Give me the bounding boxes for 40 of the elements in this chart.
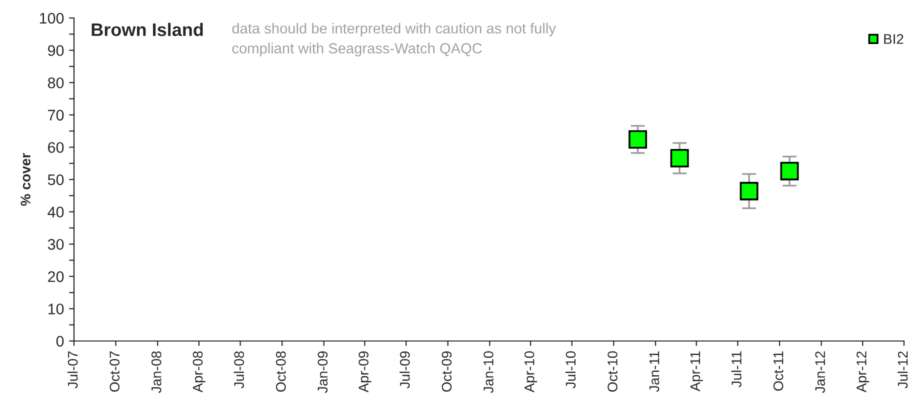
x-tick-label: Jan-10 [484, 351, 494, 393]
y-tick-label: 20 [48, 271, 64, 282]
annotation: data should be interpreted with caution as not fully compliant with Seagrass-Watch QAQC [232, 22, 556, 56]
y-tick-label: 60 [48, 142, 64, 153]
x-tick-label: Jan-09 [318, 351, 328, 393]
chart-title: Brown Island [92, 22, 203, 36]
x-tick-label: Apr-10 [524, 351, 538, 392]
x-tick-label: Oct-09 [442, 351, 452, 392]
point [780, 162, 799, 180]
point [670, 148, 689, 168]
x-tick-label: Oct-10 [608, 351, 618, 392]
x-tick-label: Jul-09 [400, 351, 410, 388]
y-tick-label: 100 [40, 12, 64, 24]
x-tick-label: Jul-11 [731, 351, 742, 388]
y-tick-label: 0 [56, 336, 64, 347]
x-tick-label: Jul-07 [68, 351, 78, 388]
y-tick-label: 80 [48, 77, 64, 88]
y-tick-label: 50 [48, 174, 64, 186]
y-tick-label: 40 [48, 206, 64, 218]
y-tick-label: 10 [48, 304, 64, 314]
y-tick-label: 90 [48, 45, 64, 56]
point [740, 182, 758, 200]
x-tick-label: Jan-08 [151, 351, 162, 393]
x-tick-label: Apr-11 [690, 351, 703, 392]
x-tick-label: Jul-10 [565, 351, 576, 388]
x-tick-label: Oct-08 [276, 351, 286, 392]
point [628, 130, 648, 149]
x-tick-label: Jul-12 [898, 351, 908, 388]
x-tick-label: Jan-12 [815, 351, 826, 393]
y-tick-label: 30 [48, 238, 64, 250]
x-tick-label: Oct-11 [773, 351, 784, 391]
x-tick-label: Jul-08 [234, 351, 244, 388]
x-tick-label: Apr-08 [192, 351, 206, 392]
x-tick-label: Apr-12 [856, 351, 870, 392]
x-tick-label: Apr-09 [358, 351, 372, 392]
x-tick-label: Oct-07 [110, 351, 120, 392]
x-tick-label: Jan-11 [650, 351, 660, 392]
legend-label: BI2 [884, 34, 904, 44]
y-axis-title: % cover [20, 153, 30, 206]
y-tick-label: 70 [48, 110, 64, 121]
